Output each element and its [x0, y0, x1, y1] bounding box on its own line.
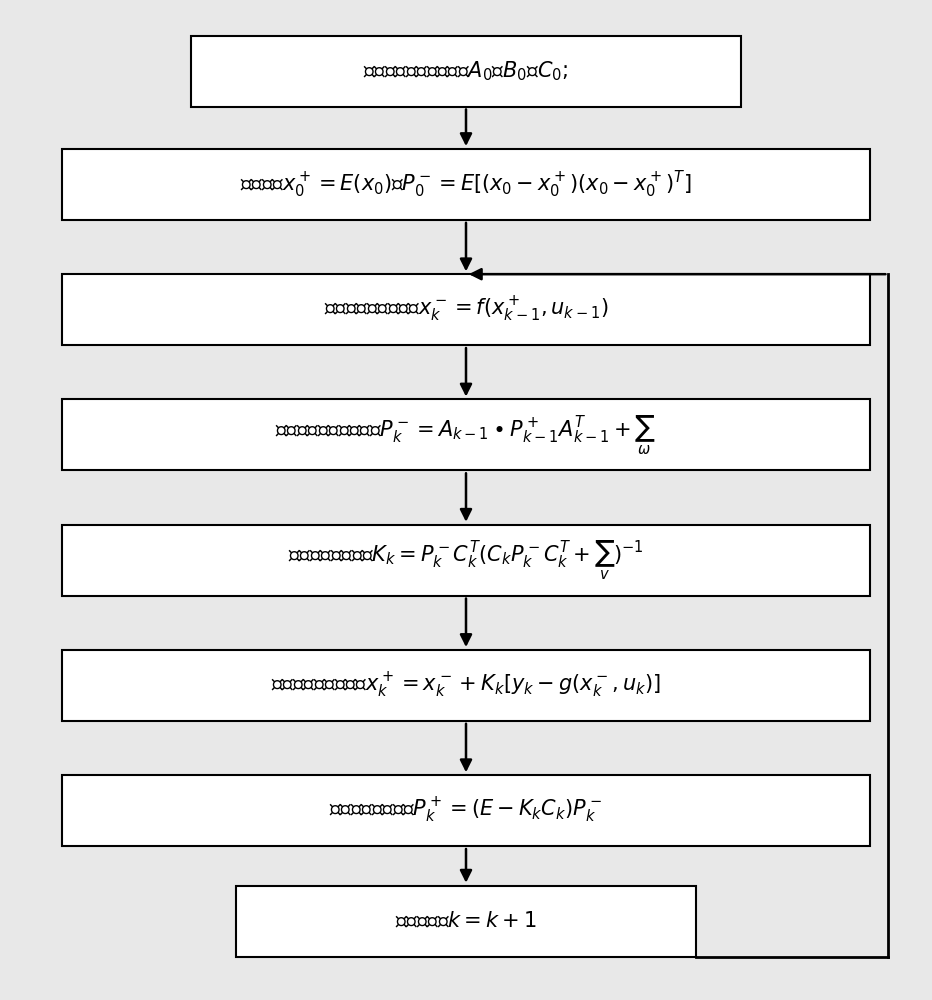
Text: 初始化，$x_0^+=E(x_0)$，$P_0^-=E[(x_0-x_0^+)(x_0-x_0^+)^T]$: 初始化，$x_0^+=E(x_0)$，$P_0^-=E[(x_0-x_0^+)(…: [240, 169, 692, 200]
FancyBboxPatch shape: [62, 525, 870, 596]
Text: 状态变量预测估计：$x_k^-=f(x_{k-1}^+,u_{k-1})$: 状态变量预测估计：$x_k^-=f(x_{k-1}^+,u_{k-1})$: [323, 295, 609, 324]
Text: 状态变量最优估计：$x_k^+=x_k^-+K_k[y_k-g(x_k^-,u_k)]$: 状态变量最优估计：$x_k^+=x_k^-+K_k[y_k-g(x_k^-,u_…: [271, 671, 661, 700]
Text: 充放电实验辨识参数：$A_0$、$B_0$、$C_0$;: 充放电实验辨识参数：$A_0$、$B_0$、$C_0$;: [363, 59, 569, 83]
FancyBboxPatch shape: [62, 149, 870, 220]
FancyBboxPatch shape: [237, 886, 695, 957]
Text: 卡尔曼增益计算：$K_k=P_k^-C_k^T(C_kP_k^-C_k^T+\sum_{v})^{-1}$: 卡尔曼增益计算：$K_k=P_k^-C_k^T(C_kP_k^-C_k^T+\s…: [288, 538, 644, 582]
FancyBboxPatch shape: [62, 775, 870, 846]
Text: 协方差误差预测估计：$P_k^-=A_{k-1}\bullet P_{k-1}^+A_{k-1}^T+\sum_{\omega}$: 协方差误差预测估计：$P_k^-=A_{k-1}\bullet P_{k-1}^…: [275, 413, 657, 457]
FancyBboxPatch shape: [62, 274, 870, 345]
Text: 迭代计算：$k=k+1$: 迭代计算：$k=k+1$: [395, 911, 537, 931]
Text: 协方差最优估计：$P_k^+=(E-K_kC_k)P_k^-$: 协方差最优估计：$P_k^+=(E-K_kC_k)P_k^-$: [329, 796, 603, 825]
FancyBboxPatch shape: [62, 399, 870, 470]
FancyBboxPatch shape: [62, 650, 870, 721]
FancyBboxPatch shape: [190, 36, 742, 107]
